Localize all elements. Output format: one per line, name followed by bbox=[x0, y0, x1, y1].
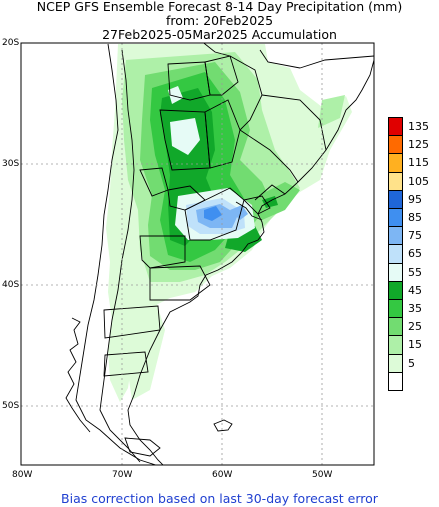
lon-label-70w: 70W bbox=[112, 470, 133, 480]
legend-label: 25 bbox=[408, 320, 422, 334]
legend-swatch bbox=[388, 135, 403, 155]
lon-label-60w: 60W bbox=[212, 470, 233, 480]
legend-swatch bbox=[388, 171, 403, 191]
bias-correction-note: Bias correction based on last 30-day for… bbox=[61, 491, 378, 506]
legend-swatch bbox=[388, 244, 403, 264]
title-line-1: NCEP GFS Ensemble Forecast 8-14 Day Prec… bbox=[36, 0, 403, 14]
legend-label: 35 bbox=[408, 302, 422, 315]
legend-label: 95 bbox=[408, 192, 422, 206]
legend-swatch bbox=[388, 317, 403, 337]
legend-swatch bbox=[388, 117, 403, 137]
gridlines bbox=[21, 43, 374, 465]
legend-label: 75 bbox=[408, 229, 422, 243]
legend-swatch bbox=[388, 153, 403, 173]
legend-swatch bbox=[388, 262, 403, 282]
legend-label: 85 bbox=[408, 211, 422, 224]
legend-label: 65 bbox=[408, 247, 422, 261]
lat-label-30s: 30S bbox=[2, 159, 20, 169]
legend-swatch bbox=[388, 371, 403, 391]
title-line-3: 27Feb2025-05Mar2025 Accumulation bbox=[102, 27, 337, 42]
legend-label: 125 bbox=[408, 138, 429, 152]
lat-label-50s: 50S bbox=[2, 401, 20, 411]
legend-swatch bbox=[388, 208, 403, 228]
lon-label-50w: 50W bbox=[312, 470, 333, 480]
legend-swatch bbox=[388, 189, 403, 209]
legend-swatch bbox=[388, 335, 403, 355]
legend-label: 115 bbox=[408, 156, 429, 170]
legend-swatch bbox=[388, 299, 403, 319]
legend-swatch bbox=[388, 353, 403, 373]
map-frame bbox=[20, 42, 375, 466]
legend-label: 15 bbox=[408, 338, 422, 352]
legend-label: 135 bbox=[408, 120, 429, 133]
legend-label: 55 bbox=[408, 265, 422, 279]
legend-label: 45 bbox=[408, 283, 422, 297]
lat-label-20s: 20S bbox=[2, 38, 20, 48]
legend-swatch bbox=[388, 226, 403, 246]
legend-label: 5 bbox=[408, 356, 415, 370]
lon-label-80w: 80W bbox=[12, 470, 33, 480]
title-line-2: from: 20Feb2025 bbox=[165, 13, 274, 28]
coastlines-and-borders bbox=[65, 43, 374, 465]
legend-swatch bbox=[388, 280, 403, 300]
lat-label-40s: 40S bbox=[2, 280, 20, 290]
legend-label: 105 bbox=[408, 174, 429, 188]
